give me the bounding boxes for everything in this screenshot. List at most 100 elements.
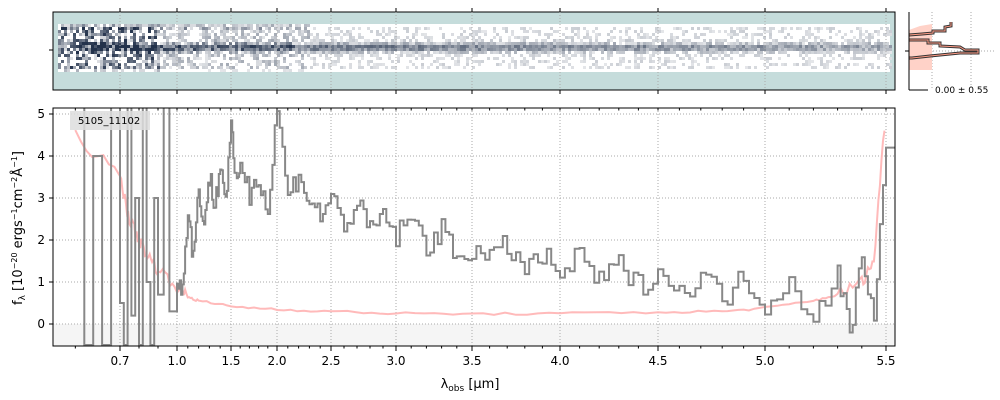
- 2d-pixel: [493, 36, 496, 39]
- 2d-pixel: [733, 45, 736, 48]
- 2d-pixel: [829, 51, 832, 54]
- 2d-pixel: [151, 60, 154, 63]
- 2d-pixel: [556, 45, 559, 48]
- 2d-pixel: [670, 33, 673, 36]
- 2d-pixel: [613, 36, 616, 39]
- 2d-pixel: [823, 63, 826, 66]
- 2d-pixel: [790, 36, 793, 39]
- 2d-pixel: [283, 66, 286, 69]
- 2d-pixel: [556, 42, 559, 45]
- 2d-pixel: [547, 66, 550, 69]
- 2d-pixel: [532, 57, 535, 60]
- 2d-pixel: [574, 51, 577, 54]
- 2d-pixel: [151, 39, 154, 42]
- 2d-pixel: [202, 48, 205, 51]
- 2d-pixel: [379, 42, 382, 45]
- 2d-pixel: [88, 27, 91, 30]
- 2d-pixel: [106, 66, 109, 69]
- 2d-pixel: [865, 51, 868, 54]
- 2d-pixel: [586, 33, 589, 36]
- 2d-pixel: [64, 30, 67, 33]
- 2d-pixel: [289, 27, 292, 30]
- 2d-pixel: [454, 45, 457, 48]
- 2d-pixel: [874, 45, 877, 48]
- 2d-pixel: [775, 48, 778, 51]
- 2d-pixel: [727, 48, 730, 51]
- 2d-pixel: [889, 48, 892, 51]
- 2d-pixel: [868, 48, 871, 51]
- 2d-pixel: [379, 33, 382, 36]
- 2d-pixel: [100, 27, 103, 30]
- 2d-pixel: [280, 66, 283, 69]
- 2d-pixel: [235, 63, 238, 66]
- 2d-pixel: [640, 45, 643, 48]
- 2d-pixel: [571, 36, 574, 39]
- 2d-pixel: [481, 60, 484, 63]
- 2d-pixel: [418, 48, 421, 51]
- 2d-pixel: [442, 42, 445, 45]
- 2d-pixel: [187, 51, 190, 54]
- 2d-pixel: [244, 48, 247, 51]
- 2d-pixel: [346, 51, 349, 54]
- 2d-pixel: [688, 54, 691, 57]
- 2d-pixel: [121, 69, 124, 72]
- 2d-pixel: [883, 33, 886, 36]
- 2d-pixel: [829, 48, 832, 51]
- 2d-pixel: [295, 48, 298, 51]
- 2d-pixel: [124, 33, 127, 36]
- 2d-pixel: [214, 48, 217, 51]
- 2d-pixel: [448, 54, 451, 57]
- 2d-pixel: [91, 45, 94, 48]
- 2d-pixel: [853, 48, 856, 51]
- 2d-pixel: [451, 48, 454, 51]
- 2d-pixel: [568, 42, 571, 45]
- 2d-pixel: [766, 45, 769, 48]
- 2d-pixel: [313, 27, 316, 30]
- 2d-pixel: [535, 30, 538, 33]
- 2d-pixel: [883, 45, 886, 48]
- 2d-pixel: [133, 42, 136, 45]
- 2d-pixel: [529, 48, 532, 51]
- 2d-pixel: [787, 33, 790, 36]
- 2d-pixel: [595, 42, 598, 45]
- 2d-pixel: [148, 63, 151, 66]
- 2d-pixel: [529, 66, 532, 69]
- 2d-pixel: [241, 24, 244, 27]
- 2d-pixel: [682, 33, 685, 36]
- 2d-pixel: [301, 63, 304, 66]
- 2d-pixel: [115, 63, 118, 66]
- 2d-pixel: [631, 48, 634, 51]
- 2d-pixel: [517, 42, 520, 45]
- 2d-pixel: [349, 42, 352, 45]
- 2d-pixel: [586, 48, 589, 51]
- 2d-pixel: [499, 39, 502, 42]
- 2d-pixel: [109, 45, 112, 48]
- 2d-pixel: [145, 45, 148, 48]
- 2d-pixel: [70, 66, 73, 69]
- 2d-pixel: [670, 39, 673, 42]
- 2d-pixel: [499, 42, 502, 45]
- 2d-pixel: [169, 27, 172, 30]
- 2d-pixel: [844, 45, 847, 48]
- 2d-pixel: [871, 63, 874, 66]
- 2d-pixel: [685, 45, 688, 48]
- 2d-pixel: [394, 42, 397, 45]
- 2d-pixel: [340, 30, 343, 33]
- 2d-pixel: [448, 42, 451, 45]
- 2d-pixel: [325, 48, 328, 51]
- 2d-pixel: [697, 63, 700, 66]
- 2d-pixel: [382, 48, 385, 51]
- 2d-pixel: [553, 30, 556, 33]
- 2d-pixel: [658, 57, 661, 60]
- 2d-pixel: [880, 51, 883, 54]
- 2d-pixel: [844, 51, 847, 54]
- 2d-pixel: [484, 48, 487, 51]
- 2d-pixel: [280, 24, 283, 27]
- 2d-pixel: [559, 39, 562, 42]
- 2d-pixel: [256, 30, 259, 33]
- 2d-pixel: [385, 45, 388, 48]
- 2d-pixel: [340, 36, 343, 39]
- 2d-pixel: [523, 60, 526, 63]
- 2d-pixel: [358, 60, 361, 63]
- 2d-pixel: [820, 42, 823, 45]
